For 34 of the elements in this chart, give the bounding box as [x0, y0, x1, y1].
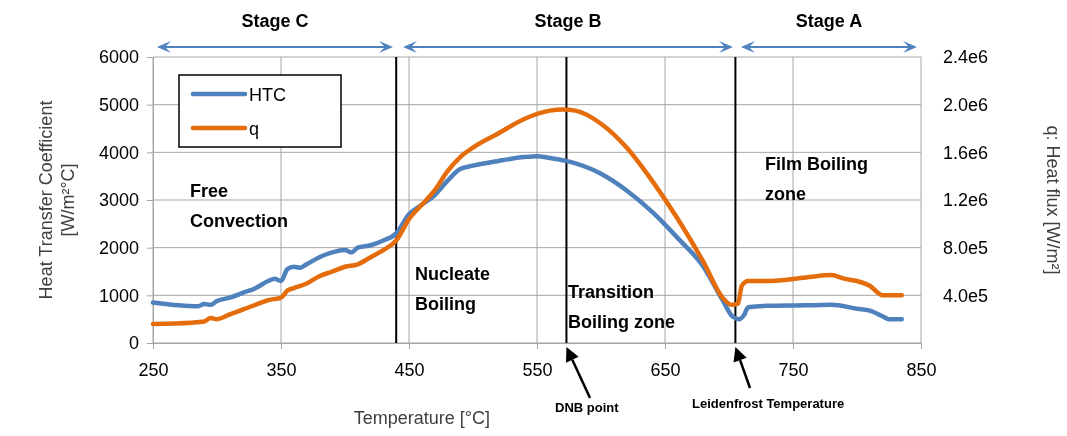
legend-label: HTC	[249, 85, 286, 105]
annotation: Nucleate Boiling	[415, 264, 491, 314]
y2-tick-label: 4.0e5	[943, 285, 989, 306]
legend-label: q	[249, 119, 260, 139]
y-tick-label: 2000	[98, 237, 139, 258]
y-axis-title: Heat Transfer Coefficient [W/m²°C]	[36, 100, 78, 300]
text: Stage C	[241, 11, 309, 31]
y-tick-label: 3000	[98, 190, 139, 211]
x-tick-label: 350	[266, 359, 297, 380]
text: Leidenfrost Temperature	[692, 396, 845, 411]
y2-tick-label: 1.6e6	[943, 142, 989, 163]
y-tick-label: 4000	[98, 142, 139, 163]
y-tick-label: 5000	[98, 94, 139, 115]
annotation: Transition Boiling zone	[568, 282, 675, 332]
y2-axis-title: q: Heat flux [W/m²]	[1043, 125, 1063, 275]
text: Stage A	[795, 11, 863, 31]
y-tick-label: 6000	[98, 47, 139, 68]
x-tick-label: 250	[138, 359, 169, 380]
y-tick-label: 0	[128, 333, 139, 354]
x-tick-label: 450	[394, 359, 425, 380]
text: Stage B	[534, 11, 602, 31]
x-tick-label: 850	[906, 359, 937, 380]
x-tick-label: 650	[650, 359, 681, 380]
x-tick-label: 550	[522, 359, 553, 380]
x-tick-label: 750	[778, 359, 809, 380]
x-axis-title: Temperature [°C]	[353, 408, 490, 428]
annotation: Film Boiling zone	[765, 154, 868, 204]
y2-tick-label: 2.4e6	[943, 47, 989, 68]
text: DNB point	[555, 400, 620, 415]
y2-tick-label: 1.2e6	[943, 190, 989, 211]
y2-tick-label: 8.0e5	[943, 237, 989, 258]
y-tick-label: 1000	[98, 285, 139, 306]
y2-tick-label: 2.0e6	[943, 94, 989, 115]
annotation: Free Convection	[190, 181, 289, 231]
